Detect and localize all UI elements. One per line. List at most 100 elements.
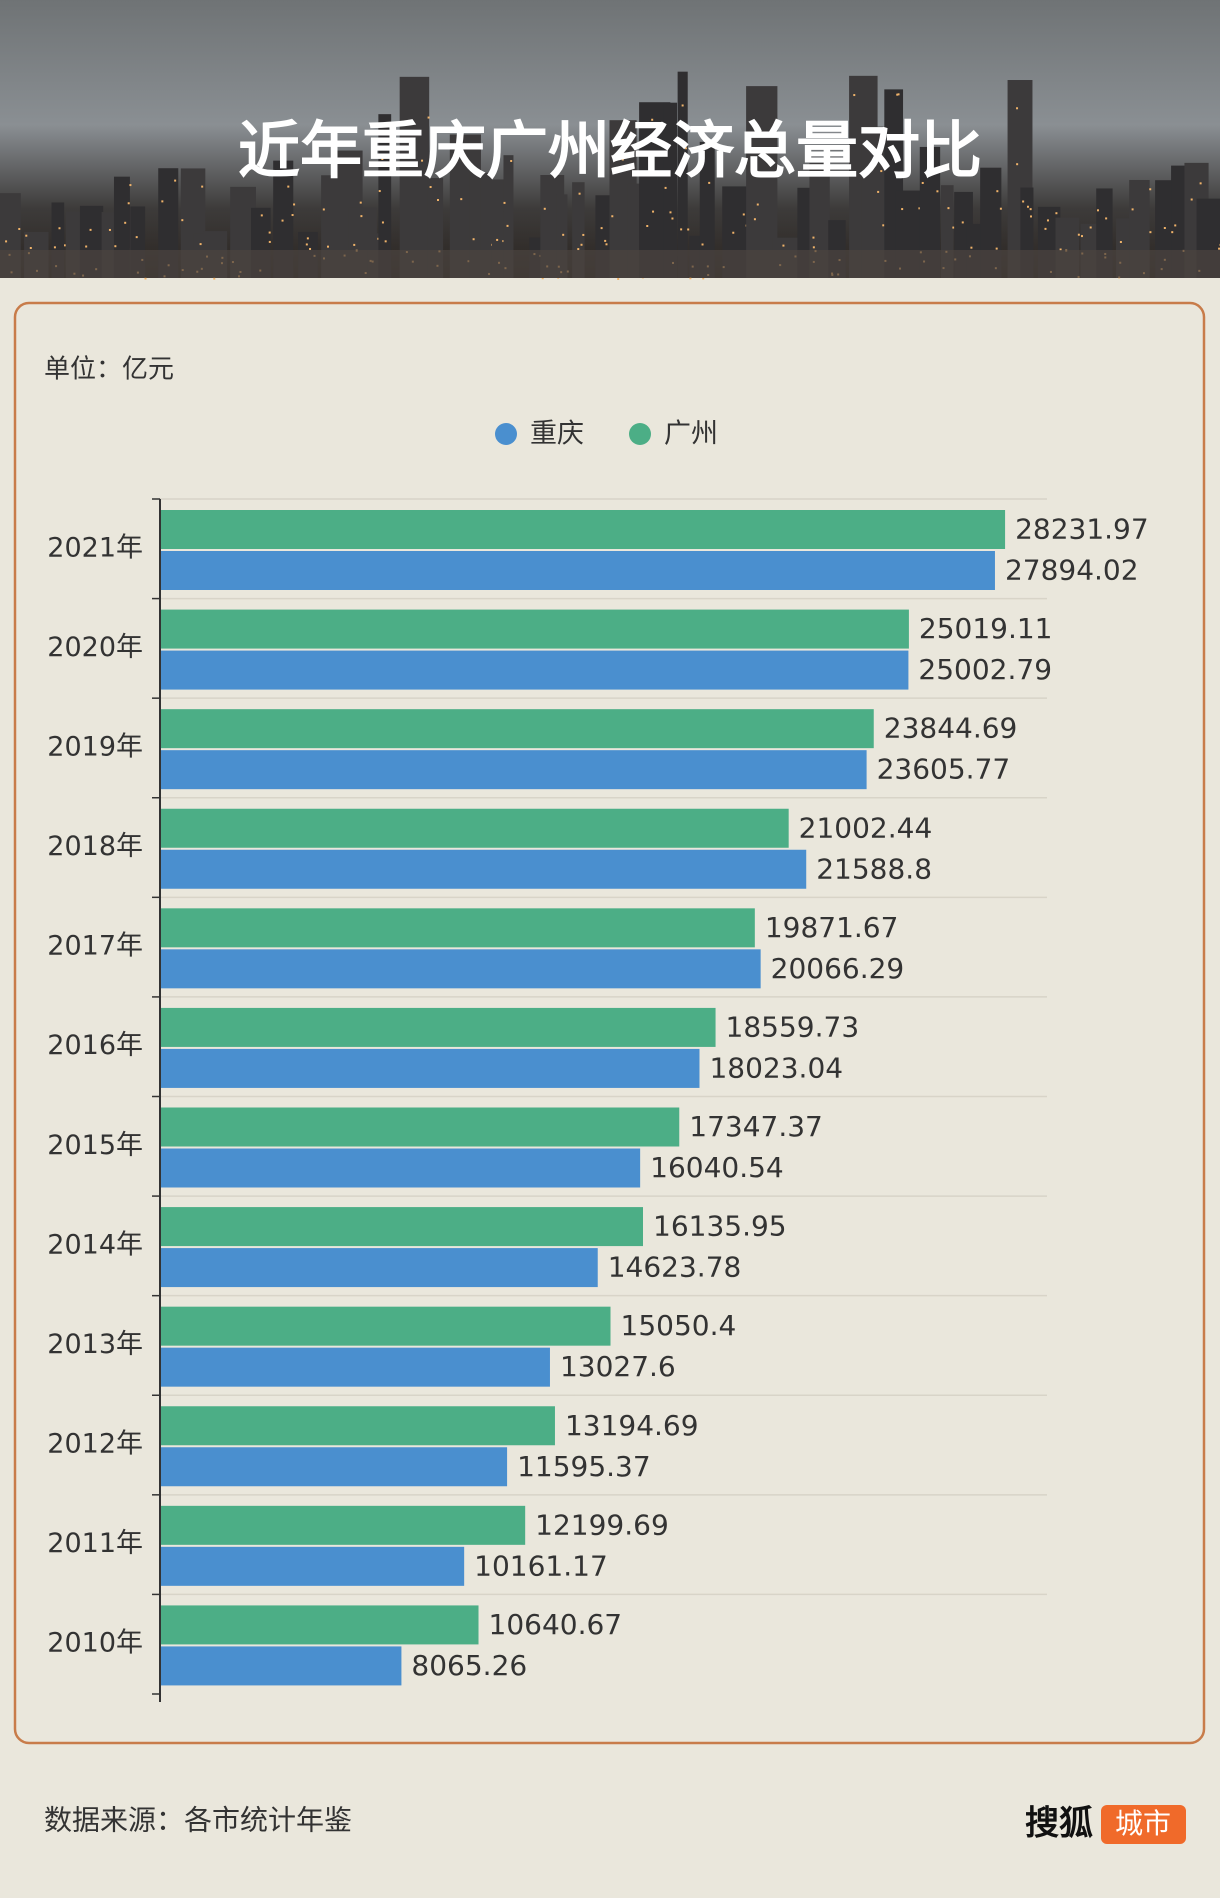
window-light	[460, 198, 463, 201]
window-light	[1119, 241, 1122, 244]
window-light	[879, 140, 882, 143]
value-label: 10640.67	[489, 1608, 623, 1641]
city-skyline	[0, 71, 1220, 280]
window-light	[1016, 107, 1019, 110]
bar	[160, 949, 761, 989]
window-light	[1199, 182, 1202, 185]
window-light	[880, 170, 883, 173]
window-light	[85, 245, 88, 248]
bar	[160, 1646, 402, 1686]
window-light	[543, 207, 546, 210]
value-label: 13194.69	[565, 1409, 699, 1442]
value-label: 13027.6	[560, 1350, 676, 1383]
window-light	[1030, 215, 1033, 218]
window-light	[353, 243, 356, 246]
window-light	[1190, 198, 1193, 201]
window-light	[896, 93, 899, 96]
window-light	[502, 240, 505, 243]
window-light	[63, 244, 66, 247]
bar	[160, 1546, 465, 1586]
value-label: 19871.67	[765, 911, 899, 944]
value-label: 21002.44	[799, 811, 933, 844]
building	[321, 175, 333, 278]
window-light	[611, 215, 614, 218]
window-light	[970, 246, 973, 249]
window-light	[1163, 227, 1166, 230]
window-light	[1022, 200, 1025, 203]
window-light	[326, 245, 329, 248]
window-light	[377, 237, 380, 240]
building	[556, 194, 568, 278]
window-light	[213, 277, 216, 280]
window-light	[461, 159, 464, 162]
bar	[160, 1605, 479, 1645]
window-light	[702, 277, 705, 280]
window-light	[1089, 226, 1092, 229]
window-light	[646, 225, 649, 228]
window-light	[1016, 163, 1019, 166]
window-light	[961, 221, 964, 224]
window-light	[29, 247, 32, 250]
legend-swatch	[495, 423, 517, 445]
value-label: 27894.02	[1005, 554, 1139, 587]
window-light	[503, 201, 506, 204]
building	[919, 146, 941, 278]
window-light	[1080, 235, 1083, 238]
chart-title: 近年重庆广州经济总量对比	[238, 114, 982, 187]
building	[677, 71, 688, 278]
category-label: 2010年	[47, 1628, 143, 1659]
window-light	[947, 207, 950, 210]
value-label: 18559.73	[726, 1010, 860, 1043]
legend: 重庆 广州	[495, 419, 718, 450]
building	[503, 155, 514, 278]
window-light	[755, 125, 758, 128]
bar	[160, 1347, 550, 1387]
window-light	[510, 159, 513, 162]
window-light	[1044, 227, 1047, 230]
category-label: 2014年	[47, 1229, 143, 1260]
river	[0, 250, 1220, 278]
bar	[160, 1406, 555, 1446]
window-light	[812, 236, 815, 239]
value-label: 21588.8	[816, 852, 932, 885]
window-light	[882, 224, 885, 227]
building	[809, 163, 830, 278]
window-light	[181, 219, 184, 222]
window-light	[436, 199, 439, 202]
bar	[160, 709, 874, 749]
window-light	[687, 228, 690, 231]
window-light	[652, 210, 655, 213]
window-light	[782, 244, 785, 247]
window-light	[604, 239, 607, 242]
value-label: 11595.37	[517, 1450, 651, 1483]
window-light	[381, 157, 384, 160]
unit-label: 单位：亿元	[44, 355, 174, 385]
window-light	[708, 181, 711, 184]
window-light	[429, 186, 432, 189]
value-label: 25002.79	[918, 653, 1052, 686]
window-light	[901, 208, 904, 211]
window-light	[621, 158, 624, 161]
bar	[160, 551, 995, 590]
value-label: 16135.95	[653, 1210, 787, 1243]
window-light	[1055, 212, 1058, 215]
window-light	[1105, 217, 1108, 220]
window-light	[580, 243, 583, 246]
window-light	[812, 246, 815, 249]
window-light	[421, 159, 424, 162]
window-light	[1026, 205, 1029, 208]
bar	[160, 1007, 716, 1047]
window-light	[381, 221, 384, 224]
window-light	[742, 213, 745, 216]
building	[399, 76, 430, 279]
window-light	[1171, 231, 1174, 234]
window-light	[427, 116, 430, 119]
value-label: 17347.37	[689, 1110, 823, 1143]
window-light	[309, 247, 312, 250]
window-light	[287, 185, 290, 188]
window-light	[360, 215, 363, 218]
window-light	[268, 231, 271, 234]
window-light	[201, 185, 204, 188]
window-light	[135, 236, 138, 239]
